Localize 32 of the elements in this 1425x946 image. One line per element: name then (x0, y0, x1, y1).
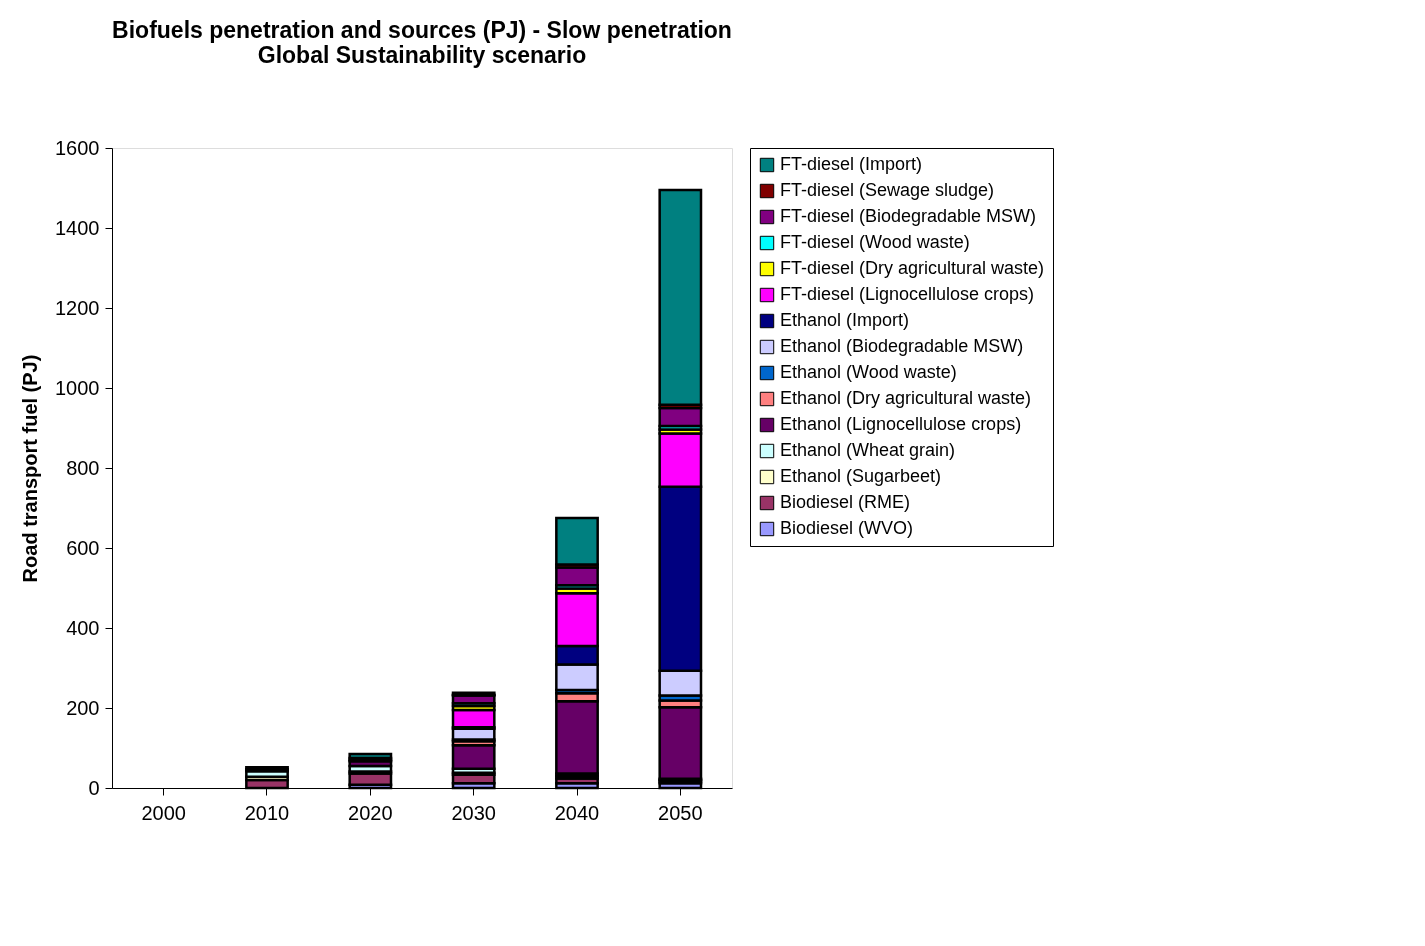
y-tick-label: 1000 (55, 376, 100, 399)
legend-label: Ethanol (Wood waste) (780, 362, 957, 382)
y-tick-label: 800 (66, 456, 100, 479)
legend-label: Ethanol (Dry agricultural waste) (780, 388, 1032, 408)
legend-label: FT-diesel (Lignocellulose crops) (780, 284, 1035, 304)
legend-label: FT-diesel (Dry agricultural waste) (780, 258, 1045, 278)
x-tick-label: 2010 (244, 801, 290, 824)
y-tick-label: 1200 (55, 296, 100, 319)
x-tick-label: 2030 (451, 801, 496, 824)
y-tick-label: 600 (66, 536, 100, 559)
y-tick-label: 400 (66, 616, 100, 639)
legend-label: FT-diesel (Biodegradable MSW) (780, 206, 1037, 226)
y-tick-label: 1600 (55, 136, 100, 159)
legend-label: Biodiesel (WVO) (780, 518, 914, 538)
legend-label: Ethanol (Import) (780, 310, 910, 330)
y-axis-title: Road transport fuel (PJ) (19, 354, 42, 583)
legend-label: FT-diesel (Sewage sludge) (780, 180, 995, 200)
legend-label: Ethanol (Wheat grain) (780, 440, 956, 460)
x-tick-label: 2000 (141, 801, 186, 824)
y-tick-label: 200 (66, 696, 100, 719)
legend-label: Ethanol (Biodegradable MSW) (780, 336, 1024, 356)
legend-label: Ethanol (Lignocellulose crops) (780, 414, 1022, 434)
legend-label: Ethanol (Sugarbeet) (780, 466, 942, 486)
legend-label: FT-diesel (Wood waste) (780, 232, 970, 252)
legend-label: FT-diesel (Import) (780, 154, 923, 174)
x-tick-label: 2040 (554, 801, 600, 824)
y-tick-label: 1400 (55, 216, 100, 239)
x-tick-label: 2050 (658, 801, 703, 824)
legend-label: Biodiesel (RME) (780, 492, 911, 512)
x-tick-label: 2020 (348, 801, 393, 824)
chart-title: Biofuels penetration and sources (PJ) - Slow penetration Global Sustainability scenario (112, 17, 732, 68)
y-tick-label: 0 (88, 776, 100, 799)
